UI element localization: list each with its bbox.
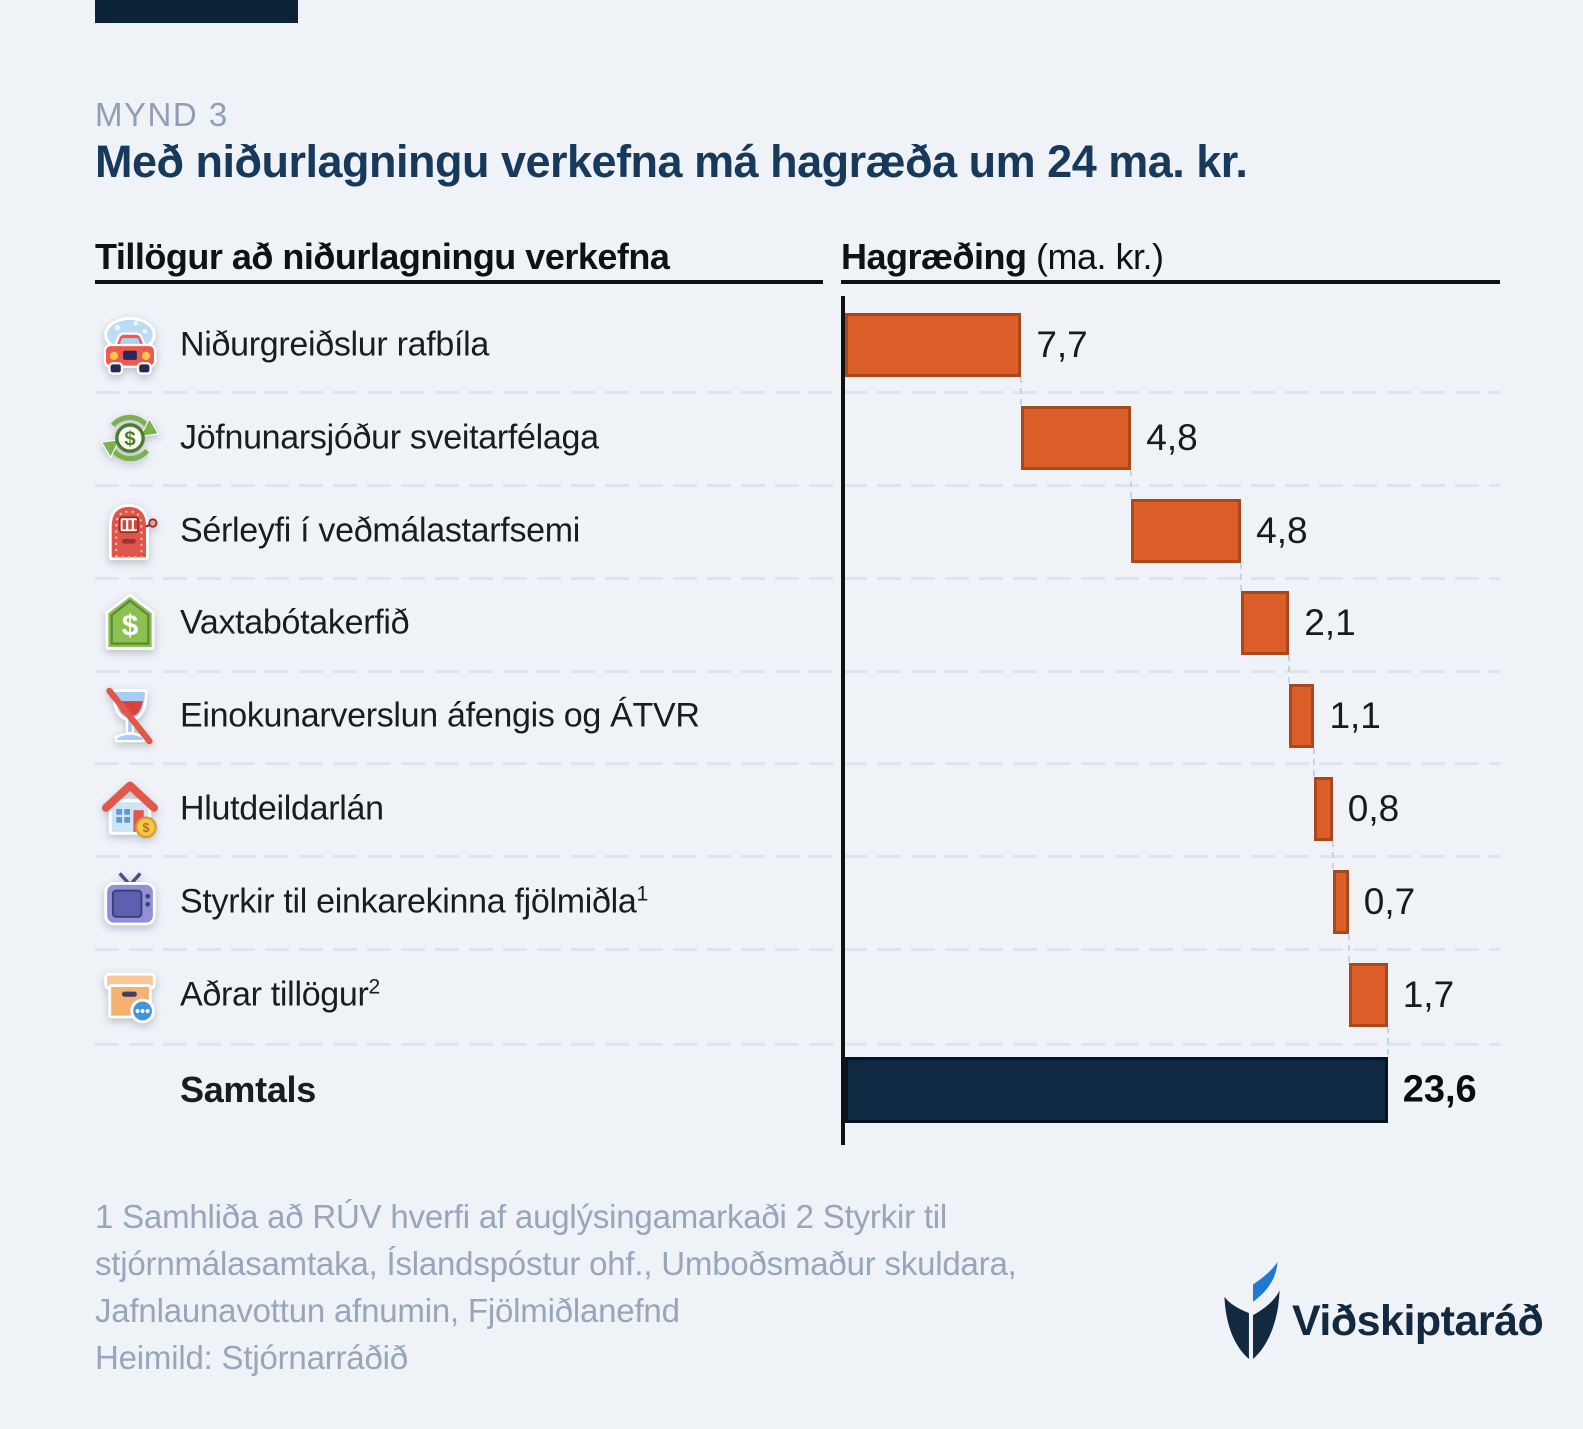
footnote-line-1: 1 Samhliða að RÚV hverfi af auglýsingama… — [95, 1198, 948, 1235]
footnote-line-3: Jafnlaunavottun afnumin, Fjölmiðlanefnd — [95, 1292, 680, 1329]
bar-connector-line — [1331, 841, 1334, 870]
no-alcohol-icon — [98, 684, 162, 748]
row-label: Styrkir til einkarekinna fjölmiðla1 — [180, 882, 648, 921]
dollar-shield-icon: $ — [98, 591, 162, 655]
svg-text:$: $ — [124, 427, 136, 450]
bar-value-label: 1,7 — [1402, 974, 1455, 1015]
waterfall-bar — [1314, 777, 1333, 841]
waterfall-bar — [1332, 870, 1349, 934]
bar-connector-line — [1288, 655, 1291, 684]
waterfall-bar — [1241, 591, 1290, 655]
waterfall-bar — [1021, 406, 1132, 470]
bar-value-label: 1,1 — [1329, 695, 1381, 736]
bar-value-label: 2,1 — [1304, 602, 1356, 643]
column-header-right-unit: (ma. kr.) — [1026, 236, 1164, 277]
row-label: Aðrar tillögur2 — [180, 975, 380, 1014]
slot-machine-icon — [98, 499, 162, 563]
bar-connector-line — [1347, 934, 1350, 963]
car-wash-icon — [98, 313, 162, 377]
bar-value-label: 0,8 — [1347, 788, 1400, 829]
chart-axis — [841, 296, 845, 1145]
row-separator — [95, 484, 1500, 487]
waterfall-bar — [1289, 684, 1315, 748]
figure-title: Með niðurlagningu verkefna má hagræða um… — [95, 136, 1248, 187]
header-underline-left — [95, 280, 823, 284]
house-coin-icon: $ — [98, 777, 162, 841]
bar-connector-line — [1020, 377, 1023, 406]
bar-connector-line — [1240, 563, 1243, 591]
vidskiptarad-logo-mark — [1222, 1260, 1282, 1362]
row-label: Einokunarverslun áfengis og ÁTVR — [180, 696, 700, 735]
row-label: Jöfnunarsjóður sveitarfélaga — [180, 418, 599, 457]
row-label: Hlutdeildarlán — [180, 789, 384, 828]
box-more-icon — [98, 963, 162, 1027]
bar-value-label: 0,7 — [1363, 881, 1416, 922]
figure-kicker: MYND 3 — [95, 96, 229, 133]
column-header-right-bold: Hagræðing — [841, 236, 1027, 277]
total-bar — [845, 1057, 1388, 1123]
row-separator — [95, 1043, 1500, 1046]
column-header-left-text: Tillögur að niðurlagningu verkefna — [95, 236, 670, 277]
svg-text:$: $ — [122, 610, 139, 643]
row-separator — [95, 948, 1500, 951]
column-header-left: Tillögur að niðurlagningu verkefna — [95, 236, 670, 278]
currency-exchange-icon: $ — [98, 406, 162, 470]
bar-connector-line — [1130, 470, 1133, 499]
bar-connector-line — [1313, 748, 1316, 777]
row-separator — [95, 762, 1500, 765]
row-label: Vaxtabótakerfið — [180, 603, 410, 642]
logo-left-leaf — [1224, 1296, 1249, 1359]
header-underline-right — [841, 280, 1500, 284]
column-header-right: Hagræðing (ma. kr.) — [841, 236, 1164, 278]
brand-accent-bar — [95, 0, 298, 23]
vidskiptarad-logo-text: Viðskiptaráð — [1292, 1297, 1544, 1345]
logo-right-leaf — [1253, 1290, 1280, 1359]
bar-value-label: 7,7 — [1036, 324, 1088, 365]
tv-icon — [98, 870, 162, 934]
svg-text:$: $ — [143, 821, 150, 835]
bar-connector-line — [1386, 1027, 1389, 1057]
row-separator — [95, 391, 1500, 394]
total-row-label: Samtals — [180, 1069, 316, 1110]
footnote-source: Heimild: Stjórnarráðið — [95, 1339, 408, 1376]
bar-value-label: 4,8 — [1256, 510, 1308, 551]
row-separator — [95, 855, 1500, 858]
footnote-marker: 2 — [368, 975, 381, 999]
total-value-label: 23,6 — [1402, 1068, 1477, 1111]
row-separator — [95, 670, 1500, 673]
waterfall-bar — [1348, 963, 1388, 1027]
waterfall-bar — [1131, 499, 1242, 563]
logo-blue-leaf — [1253, 1262, 1278, 1302]
row-label: Niðurgreiðslur rafbíla — [180, 325, 489, 364]
footnote-line-2: stjórnmálasamtaka, Íslandspóstur ohf., U… — [95, 1245, 1017, 1282]
footnote-marker: 1 — [636, 882, 649, 906]
row-label: Sérleyfi í veðmálastarfsemi — [180, 511, 581, 550]
waterfall-bar — [845, 313, 1022, 377]
bar-value-label: 4,8 — [1146, 417, 1198, 458]
row-separator — [95, 577, 1500, 580]
